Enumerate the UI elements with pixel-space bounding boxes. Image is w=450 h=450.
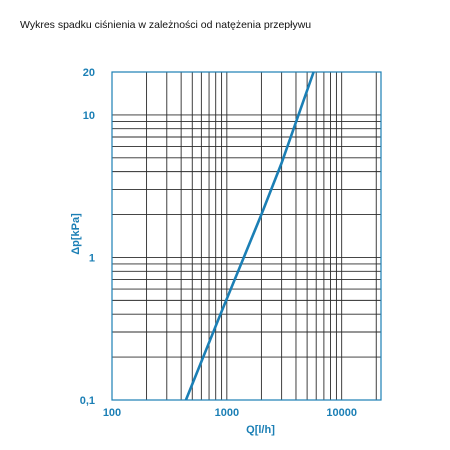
x-tick-label: 100 xyxy=(103,407,121,419)
y-axis-label: Δp[kPa] xyxy=(70,213,82,255)
y-tick-label: 0,1 xyxy=(80,395,95,407)
x-axis-label: Q[l/h] xyxy=(246,424,275,436)
y-tick-labels: 0,1 1 10 20 xyxy=(80,67,95,407)
y-tick-label: 20 xyxy=(83,67,95,79)
x-tick-label: 10000 xyxy=(326,407,357,419)
plot-frame xyxy=(111,71,382,401)
horizontal-gridlines xyxy=(112,114,381,358)
series-line xyxy=(184,71,315,401)
chart-title: Wykres spadku ciśnienia w zależności od … xyxy=(20,19,312,31)
vertical-gridlines xyxy=(146,72,377,400)
series-group xyxy=(184,71,315,401)
y-tick-label: 1 xyxy=(89,252,95,264)
y-tick-label: 10 xyxy=(83,110,95,122)
x-tick-label: 1000 xyxy=(215,407,239,419)
x-tick-labels: 100 1000 10000 xyxy=(103,407,357,419)
